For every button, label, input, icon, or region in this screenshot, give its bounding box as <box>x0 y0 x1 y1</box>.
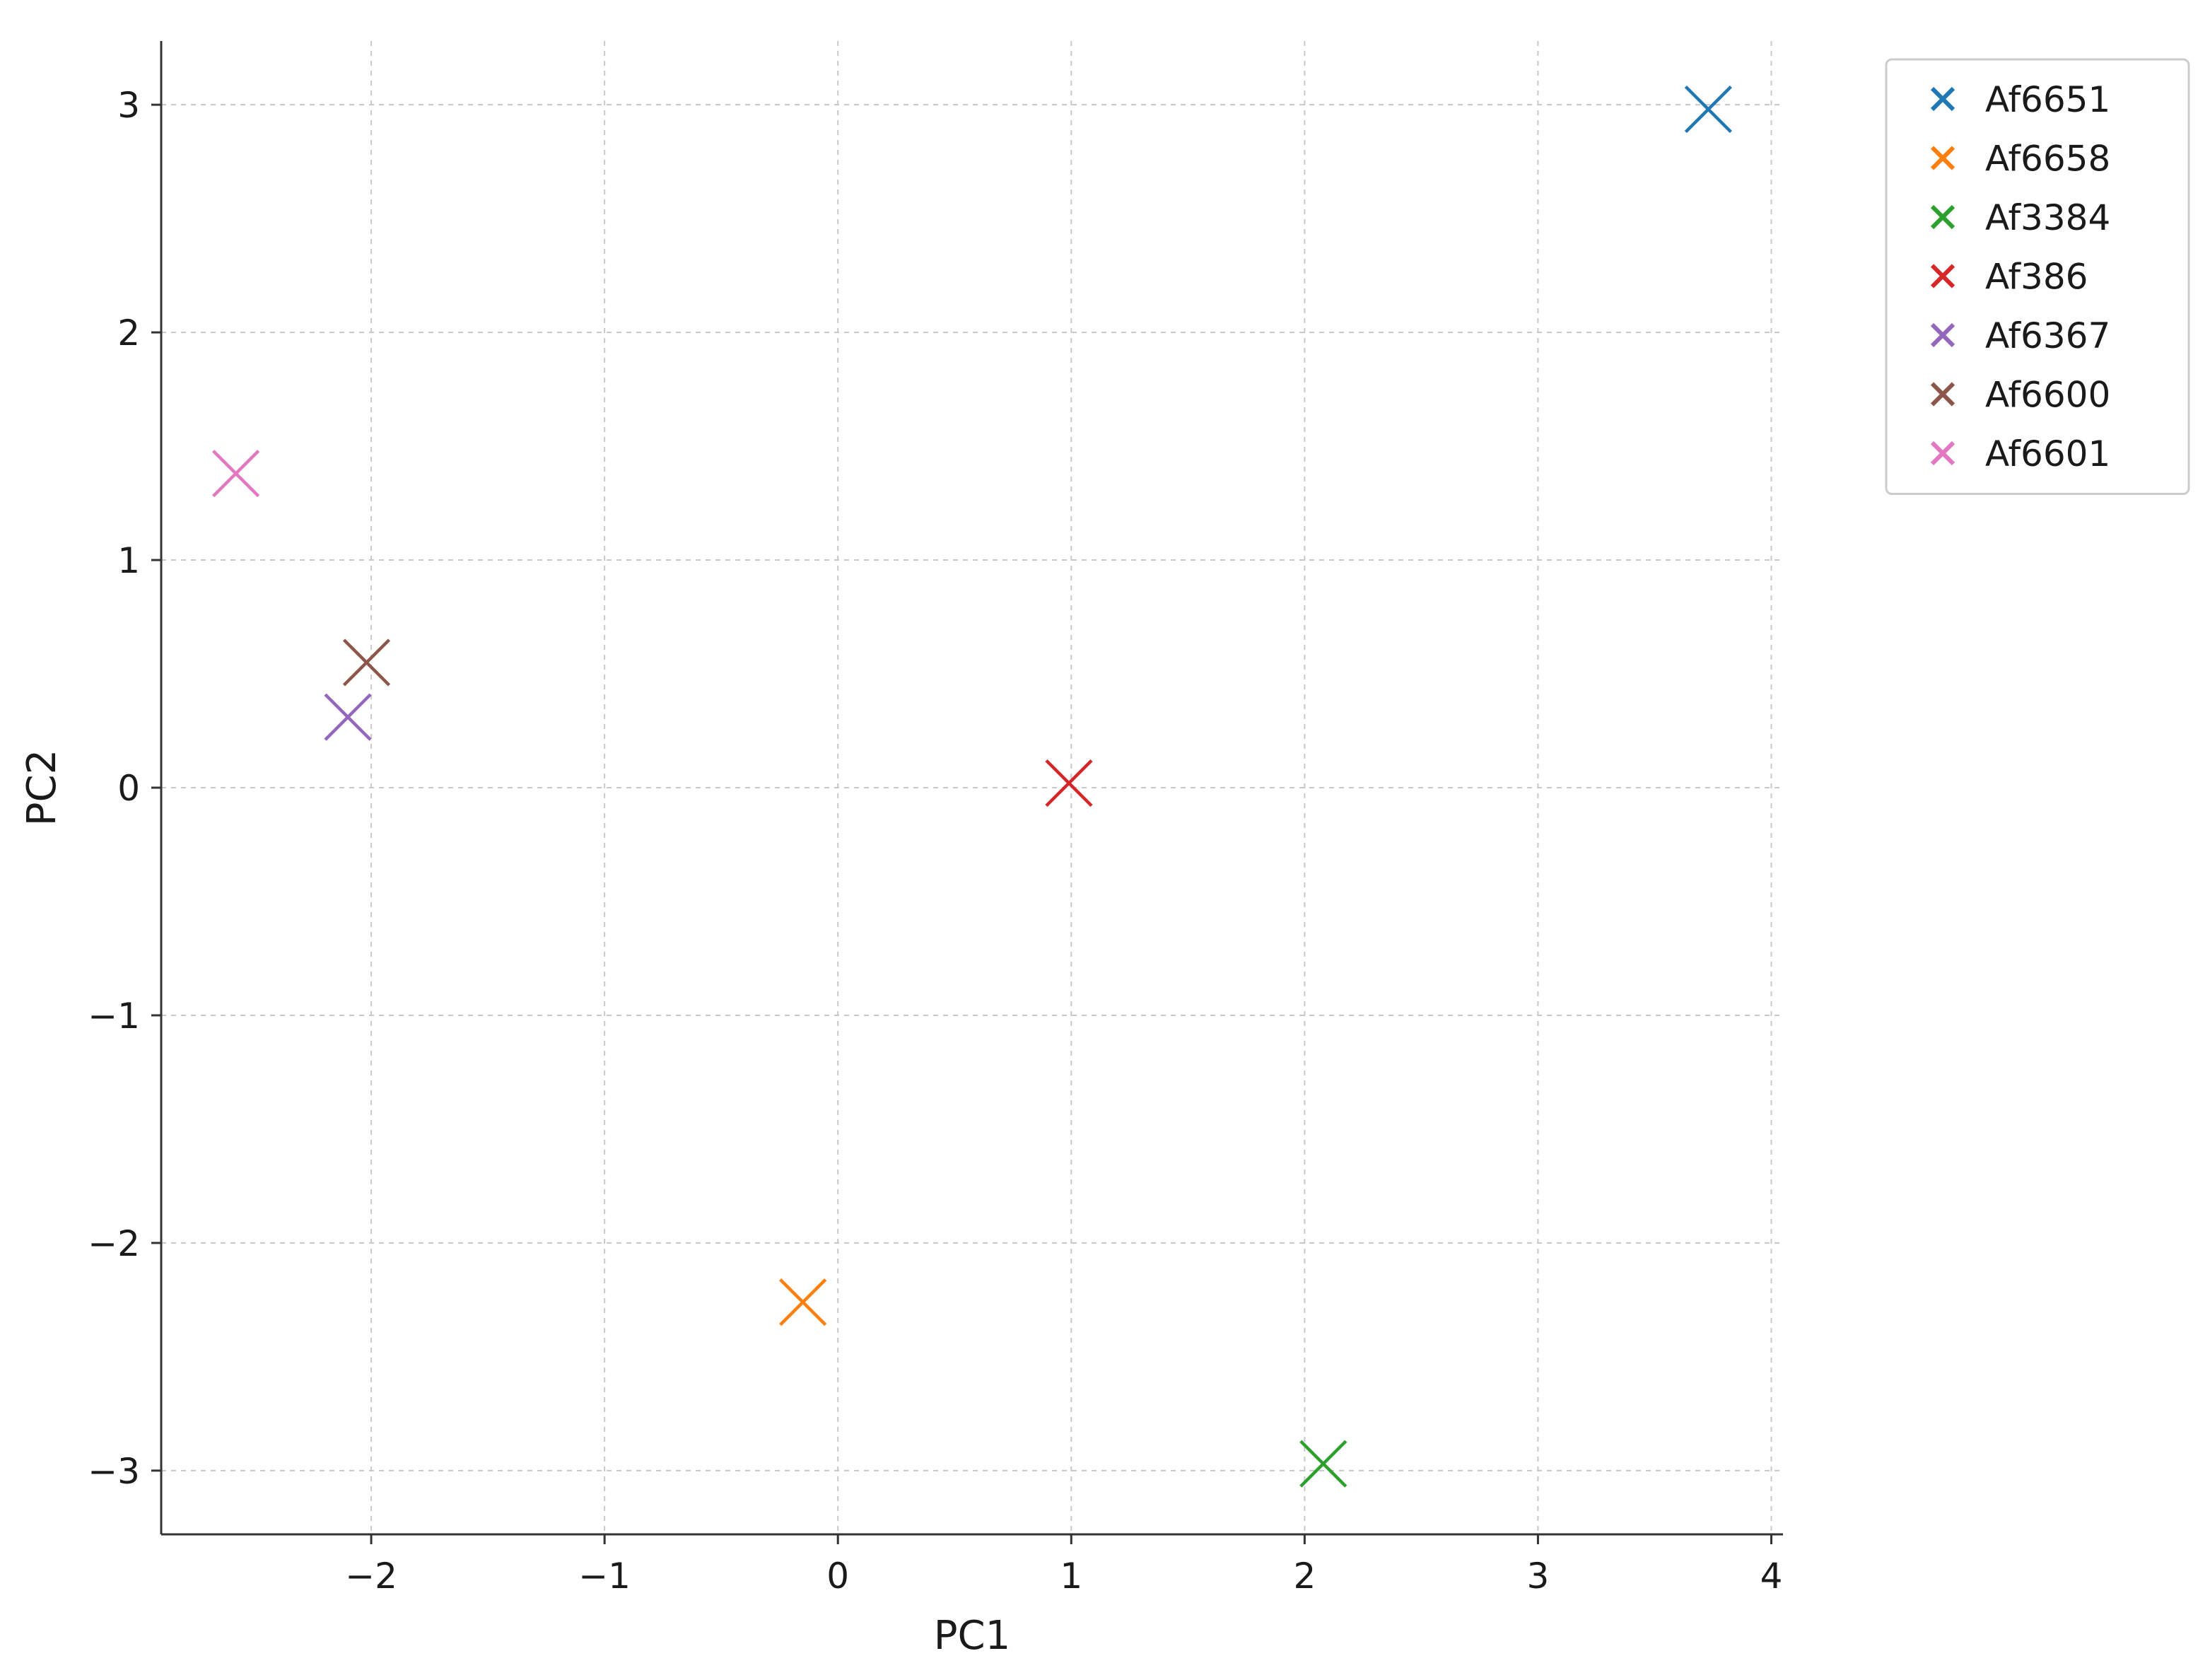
legend-item-af386: Af386 <box>1930 257 2088 298</box>
point-stroke <box>212 450 260 498</box>
point-stroke <box>1684 85 1732 134</box>
point-stroke <box>779 1278 827 1326</box>
legend-marker <box>1930 86 1955 112</box>
x-tick-label: 2 <box>1293 1556 1316 1597</box>
legend-label: Af386 <box>1985 257 2088 298</box>
x-tick-label: 1 <box>1060 1556 1082 1597</box>
point-stroke <box>1299 1440 1347 1488</box>
data-point-af6367 <box>324 693 372 741</box>
grid-layer <box>161 41 1783 1534</box>
y-tick-label: 0 <box>117 768 140 809</box>
legend: Af6651 Af6658 Af3384 Af386 Af6367 Af6600 Af660… <box>1885 58 2190 495</box>
legend-marker <box>1930 382 1955 407</box>
legend-item-af6601: Af6601 <box>1930 433 2110 474</box>
data-point-af6601 <box>212 450 260 498</box>
data-point-af6600 <box>342 638 391 687</box>
legend-item-af6367: Af6367 <box>1930 315 2110 356</box>
y-tick-label: −1 <box>88 996 140 1037</box>
legend-item-af6658: Af6658 <box>1930 139 2110 180</box>
legend-label: Af6601 <box>1985 433 2110 474</box>
x-tick-label: −1 <box>578 1556 631 1597</box>
legend-item-af6600: Af6600 <box>1930 375 2110 416</box>
legend-marker <box>1930 322 1955 348</box>
data-point-af6658 <box>779 1278 827 1326</box>
legend-label: Af6600 <box>1985 375 2110 416</box>
x-axis-label: PC1 <box>934 1613 1011 1659</box>
data-point-af6651 <box>1684 85 1732 134</box>
x-tick-label: 3 <box>1527 1556 1550 1597</box>
x-tick-label: 4 <box>1760 1556 1783 1597</box>
x-tick-label: 0 <box>826 1556 849 1597</box>
ticks-layer: −2 −1 0 1 2 3 4 −3 −2 −1 0 1 2 3 <box>88 85 1782 1597</box>
legend-marker <box>1930 204 1955 230</box>
legend-marker <box>1930 441 1955 466</box>
y-tick-label: −3 <box>88 1451 140 1492</box>
y-axis-label: PC2 <box>19 749 65 827</box>
y-tick-label: 3 <box>117 85 140 126</box>
legend-label: Af6658 <box>1985 139 2110 180</box>
data-point-af3384 <box>1299 1440 1347 1488</box>
y-tick-label: −2 <box>88 1223 140 1264</box>
point-stroke <box>324 693 372 741</box>
legend-item-af3384: Af3384 <box>1930 197 2110 238</box>
legend-marker <box>1930 146 1955 170</box>
legend-marker <box>1930 264 1955 288</box>
points-layer <box>212 85 1732 1488</box>
point-stroke <box>1045 759 1093 807</box>
legend-box <box>1885 58 2190 495</box>
data-point-af386 <box>1045 759 1093 807</box>
y-tick-label: 2 <box>117 313 140 354</box>
legend-item-af6651: Af6651 <box>1930 79 2110 120</box>
point-stroke <box>342 638 391 687</box>
y-tick-label: 1 <box>117 540 140 581</box>
x-tick-label: −2 <box>345 1556 397 1597</box>
legend-label: Af6367 <box>1985 315 2110 356</box>
legend-label: Af3384 <box>1985 197 2110 238</box>
legend-label: Af6651 <box>1985 79 2110 120</box>
